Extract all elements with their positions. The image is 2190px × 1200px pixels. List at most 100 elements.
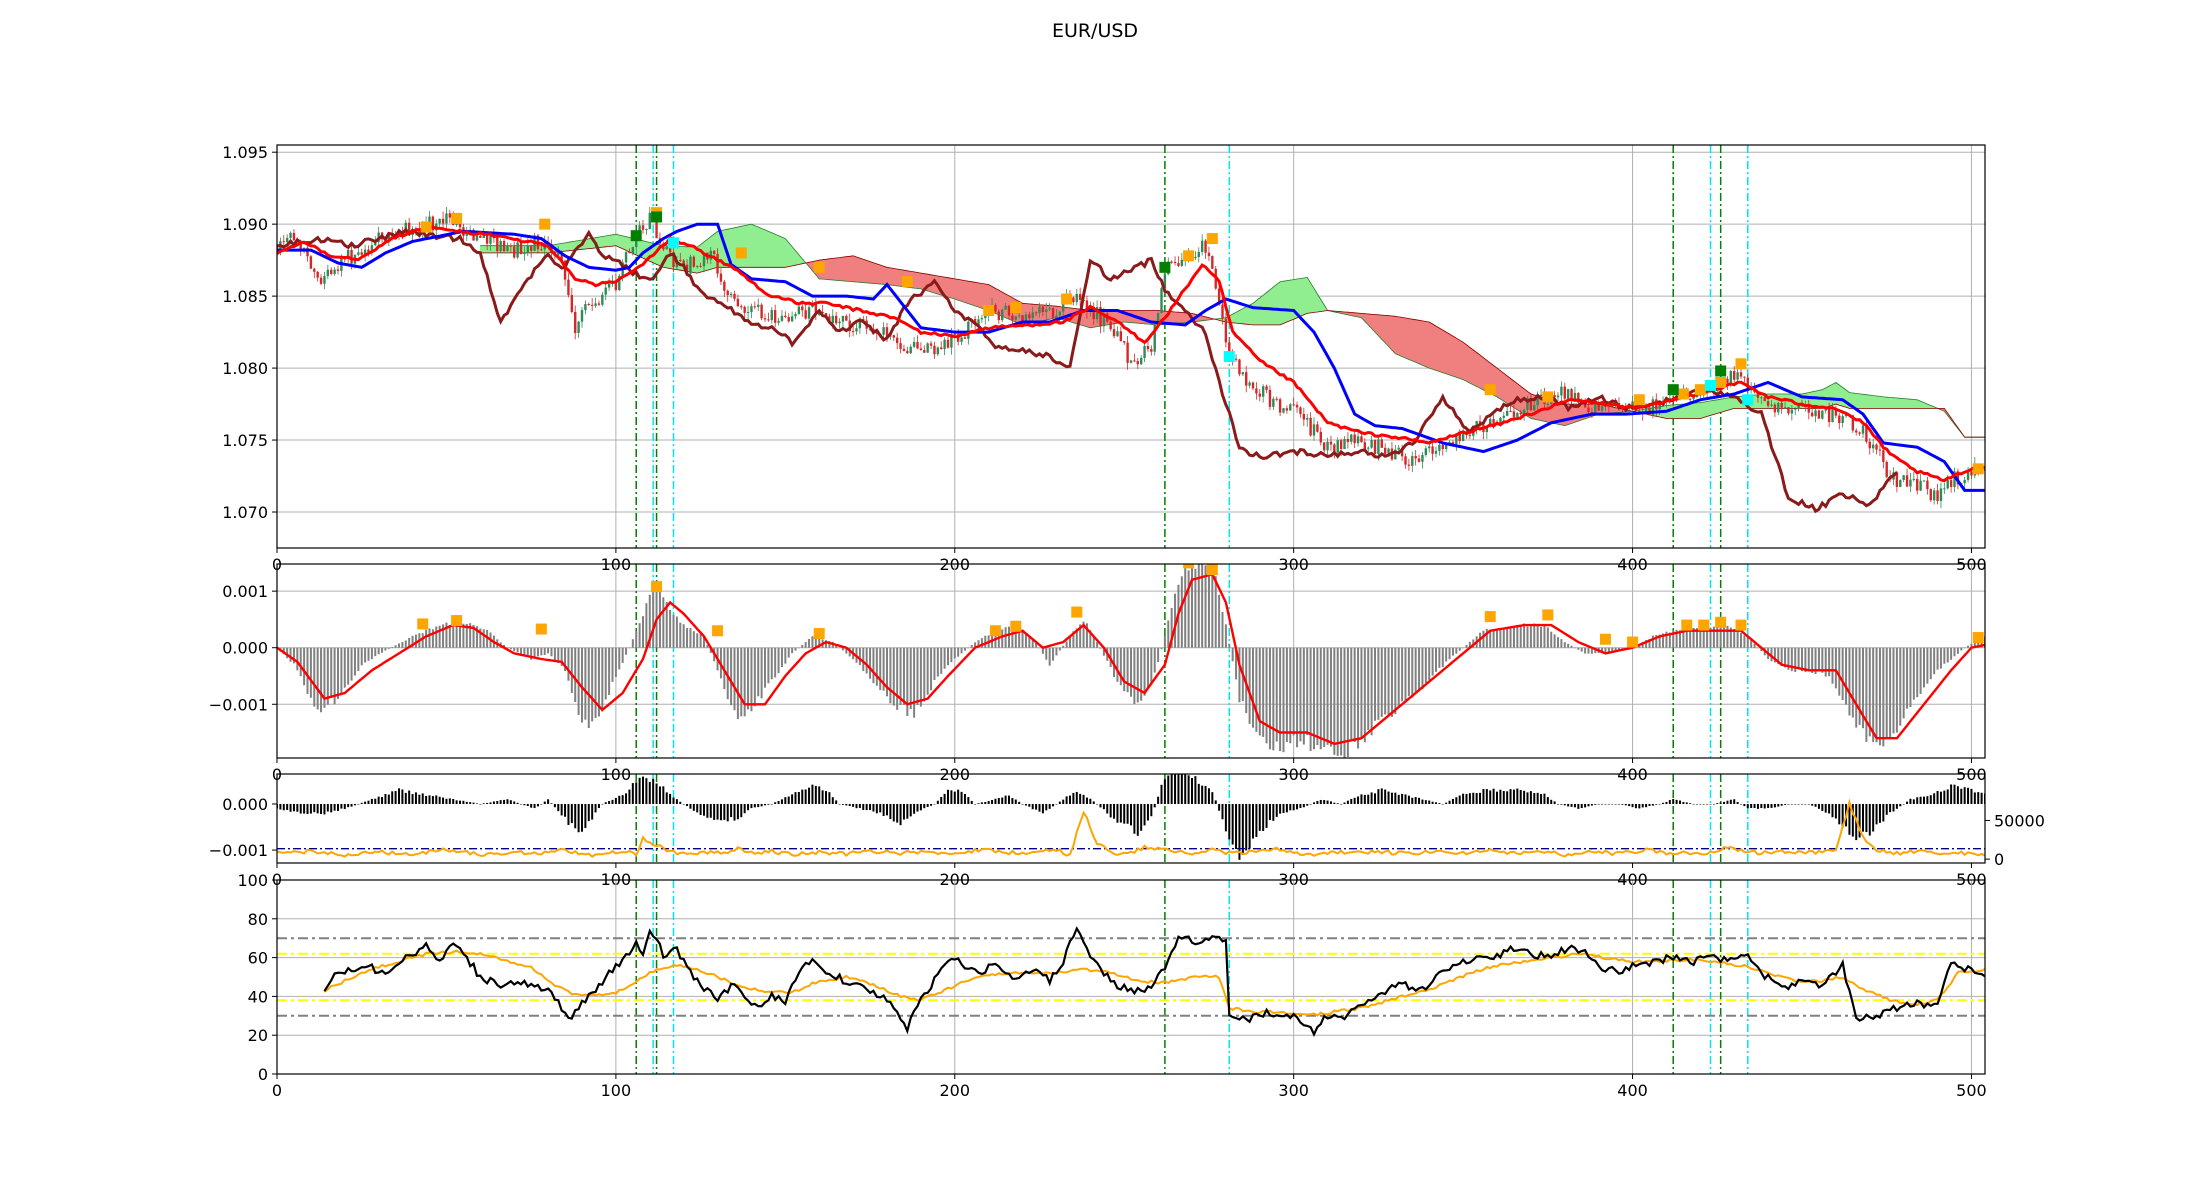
candle-body bbox=[336, 269, 340, 271]
oscillator-histogram-bar bbox=[1597, 803, 1600, 805]
macd-histogram-bar bbox=[1313, 647, 1315, 750]
volume-line bbox=[277, 798, 1985, 858]
candle-body bbox=[1943, 488, 1946, 490]
oscillator-histogram-bar bbox=[472, 802, 475, 804]
macd-histogram-bar bbox=[896, 647, 899, 710]
oscillator-histogram-bar bbox=[848, 803, 851, 807]
macd-histogram-bar bbox=[1309, 647, 1312, 751]
kumo-bull-segment bbox=[1256, 297, 1261, 326]
oscillator-histogram-bar bbox=[1106, 803, 1109, 814]
kijun-sen-line bbox=[277, 224, 1985, 483]
macd-histogram-bar bbox=[1248, 647, 1251, 724]
oscillator-histogram-bar bbox=[1621, 803, 1624, 805]
candle-body bbox=[1746, 377, 1749, 391]
candle-body bbox=[1810, 412, 1814, 417]
oscillator-histogram-bar bbox=[337, 803, 339, 811]
candle-body bbox=[1444, 444, 1448, 450]
kumo-bear-segment bbox=[1456, 337, 1460, 379]
oscillator-histogram-bar bbox=[1489, 790, 1492, 804]
candle-body bbox=[1170, 261, 1173, 263]
macd-histogram-bar bbox=[1285, 647, 1288, 743]
macd-histogram-bar bbox=[506, 647, 509, 649]
candle-body bbox=[475, 235, 479, 241]
oscillator-histogram-bar bbox=[1055, 803, 1058, 805]
oscillator-histogram-bar bbox=[723, 803, 726, 820]
oscillator-histogram-bar bbox=[1075, 791, 1078, 804]
oscillator-histogram-bar bbox=[635, 782, 638, 804]
candle-body bbox=[1688, 398, 1692, 400]
oscillator-histogram-bar bbox=[1543, 793, 1546, 804]
candle-body bbox=[1536, 396, 1539, 406]
oscillator-histogram-bar bbox=[1014, 799, 1017, 804]
oscillator-histogram-bar bbox=[621, 795, 624, 804]
oscillator-histogram-bar bbox=[1560, 803, 1563, 805]
oscillator-histogram-bar bbox=[909, 803, 912, 817]
macd-histogram-bar bbox=[1333, 647, 1336, 755]
oscillator-histogram-bar bbox=[1567, 803, 1570, 807]
macd-histogram-bar bbox=[1855, 647, 1858, 728]
oscillator-histogram-bar bbox=[1167, 775, 1170, 804]
candle-body bbox=[1228, 342, 1231, 356]
green-buy-marker bbox=[1159, 261, 1171, 273]
oscillator-histogram-bar bbox=[404, 792, 407, 804]
chikou-span-line bbox=[277, 227, 1898, 514]
candle-body bbox=[1333, 444, 1336, 453]
oscillator-histogram-bar bbox=[1675, 799, 1678, 804]
oscillator-histogram-bar bbox=[808, 787, 811, 804]
candle-body bbox=[1861, 425, 1865, 434]
candle-body bbox=[1932, 490, 1936, 501]
candle-body bbox=[757, 304, 760, 307]
candle-body bbox=[1916, 478, 1919, 491]
kumo-bull-segment bbox=[1906, 398, 1911, 409]
candle-body bbox=[1587, 407, 1590, 413]
oscillator-histogram-bar bbox=[686, 803, 689, 807]
y-tick-label: 60 bbox=[248, 949, 268, 968]
kumo-bear-segment bbox=[1181, 312, 1186, 324]
oscillator-histogram-bar bbox=[374, 798, 377, 804]
candle-body bbox=[1072, 297, 1075, 303]
candle-body bbox=[1966, 471, 1970, 480]
oscillator-histogram-bar bbox=[577, 803, 580, 833]
candle-body bbox=[1461, 432, 1465, 442]
oscillator-histogram-bar bbox=[431, 796, 434, 804]
orange-signal-marker bbox=[539, 218, 551, 230]
y-tick-label: 1.080 bbox=[222, 359, 268, 378]
macd-histogram-bar bbox=[523, 647, 526, 656]
macd-histogram-bar bbox=[916, 647, 919, 705]
kumo-bear-segment bbox=[1432, 323, 1437, 371]
price-panel: 0 100 200 300 400 5001.0701.0751.0801.0851.09… bbox=[222, 143, 1987, 574]
oscillator-histogram-bar bbox=[1746, 803, 1749, 809]
oscillator-histogram-bar bbox=[899, 803, 902, 826]
oscillator-histogram-bar bbox=[1679, 800, 1681, 804]
candle-body bbox=[814, 304, 818, 315]
macd-histogram-bar bbox=[1160, 647, 1163, 650]
oscillator-histogram-bar bbox=[320, 803, 323, 814]
candle-body bbox=[1282, 408, 1285, 413]
kumo-bear-segment bbox=[1473, 349, 1477, 387]
oscillator-histogram-bar bbox=[530, 803, 533, 808]
candle-body bbox=[1838, 415, 1841, 424]
candle-body bbox=[1509, 410, 1512, 412]
oscillator-histogram-bar bbox=[1346, 800, 1349, 804]
oscillator-histogram-bar bbox=[1655, 803, 1658, 805]
macd-histogram-bar bbox=[1790, 647, 1793, 672]
candle-body bbox=[851, 331, 855, 333]
kumo-bear-segment bbox=[1384, 315, 1389, 348]
y-tick-label: −0.001 bbox=[209, 841, 268, 860]
macd-histogram-bar bbox=[533, 647, 536, 658]
kumo-bull-segment bbox=[754, 225, 759, 268]
oscillator-histogram-bar bbox=[323, 803, 326, 815]
macd-histogram-bar bbox=[337, 647, 339, 699]
oscillator-histogram-bar bbox=[499, 800, 502, 804]
macd-histogram-bar bbox=[404, 640, 407, 648]
macd-histogram-bar bbox=[591, 647, 594, 722]
macd-histogram-bar bbox=[1326, 647, 1329, 745]
macd-histogram-bar bbox=[1584, 647, 1587, 654]
candle-body bbox=[1428, 446, 1431, 449]
macd-histogram-bar bbox=[1231, 647, 1234, 662]
macd-histogram-bar bbox=[1838, 647, 1841, 696]
x-tick-label: 500 bbox=[1956, 1081, 1987, 1100]
oscillator-histogram-bar bbox=[764, 803, 766, 806]
macd-histogram-bar bbox=[526, 647, 529, 657]
oscillator-histogram-bar bbox=[709, 803, 712, 818]
